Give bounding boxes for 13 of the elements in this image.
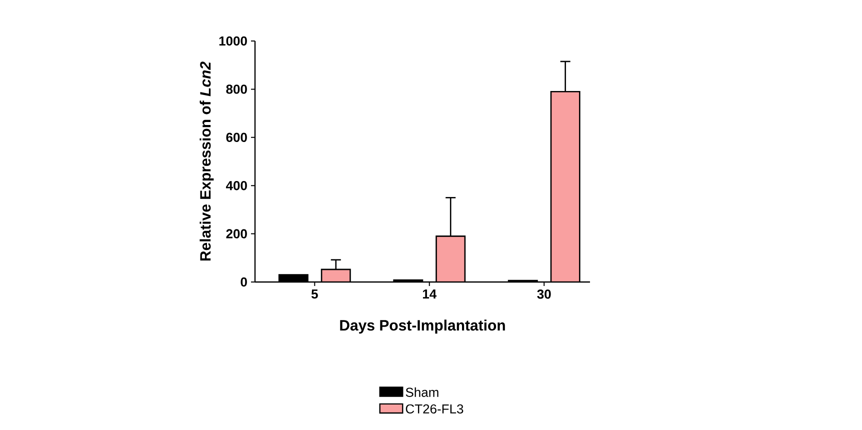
- x-tick-label: 5: [311, 290, 318, 299]
- y-tick-label: 1000: [219, 36, 247, 46]
- y-tick-label: 0: [240, 277, 247, 287]
- x-axis-title: Days Post-Implantation: [340, 320, 505, 334]
- legend-label: Sham: [406, 387, 438, 397]
- y-tick-label: 200: [226, 229, 247, 238]
- legend-label: CT26-FL3: [406, 404, 464, 414]
- y-tick-label: 600: [226, 132, 247, 142]
- x-tick-label: 14: [422, 290, 437, 298]
- y-axis-title: Relative Expression of Lcn2: [200, 62, 214, 261]
- y-tick-label: 400: [226, 180, 247, 190]
- y-tick-label: 800: [226, 84, 247, 94]
- x-tick-label: 30: [537, 290, 551, 299]
